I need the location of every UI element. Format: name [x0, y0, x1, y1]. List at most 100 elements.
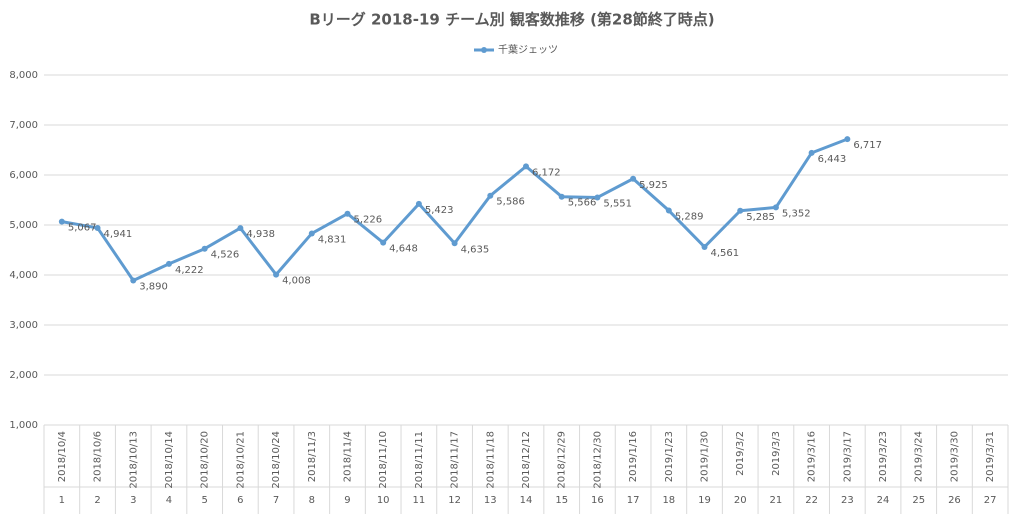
- data-label: 5,566: [568, 198, 597, 209]
- game-number: 22: [805, 495, 818, 506]
- data-label: 5,285: [746, 212, 775, 223]
- data-label: 4,938: [246, 229, 275, 240]
- x-tick-label: 2019/3/24: [914, 431, 925, 482]
- game-number: 19: [698, 495, 711, 506]
- point: [487, 192, 494, 199]
- point: [201, 245, 208, 252]
- data-label: 4,831: [318, 234, 347, 245]
- game-number: 4: [166, 495, 172, 506]
- data-label: 5,067: [68, 223, 97, 234]
- point: [523, 163, 529, 170]
- x-tick-label: 2018/11/3: [307, 431, 318, 482]
- game-number: 13: [484, 495, 497, 506]
- legend-label: 千葉ジェッツ: [498, 43, 558, 56]
- data-label: 5,586: [496, 197, 525, 208]
- data-label: 4,941: [104, 229, 133, 240]
- data-label: 5,423: [425, 205, 454, 216]
- x-tick-label: 2018/12/29: [557, 431, 568, 489]
- x-tick-label: 2018/11/18: [485, 431, 496, 489]
- game-number: 8: [309, 495, 315, 506]
- x-tick-label: 2019/3/17: [842, 431, 853, 482]
- x-tick-label: 2019/3/2: [735, 431, 746, 476]
- y-tick-label: 1,000: [9, 420, 38, 431]
- point: [58, 218, 65, 225]
- x-tick-label: 2018/10/14: [164, 431, 175, 489]
- game-number: 10: [377, 495, 390, 506]
- point: [94, 224, 101, 231]
- point: [344, 210, 351, 217]
- x-tick-label: 2019/3/30: [949, 431, 960, 482]
- point: [558, 193, 565, 200]
- point: [844, 136, 851, 143]
- x-tick-label: 2018/11/11: [414, 431, 425, 489]
- game-number: 3: [130, 495, 136, 506]
- data-label: 5,289: [675, 212, 704, 223]
- x-tick-label: 2018/12/12: [521, 431, 532, 489]
- x-tick-label: 2018/10/20: [200, 431, 211, 489]
- data-label: 4,008: [282, 276, 311, 287]
- game-number: 11: [413, 495, 426, 506]
- data-label: 5,925: [639, 180, 668, 191]
- y-tick-label: 8,000: [9, 70, 38, 81]
- x-tick-label: 2018/10/6: [93, 431, 104, 482]
- point: [165, 260, 172, 267]
- x-tick-label: 2018/11/10: [378, 431, 389, 489]
- point: [772, 204, 779, 211]
- game-number: 17: [627, 495, 640, 506]
- point: [273, 271, 280, 278]
- game-number: 25: [912, 495, 925, 506]
- game-number: 9: [344, 495, 350, 506]
- x-tick-label: 2019/1/23: [664, 431, 675, 482]
- x-tick-label: 2018/11/17: [450, 431, 461, 489]
- game-number: 7: [273, 495, 279, 506]
- x-tick-label: 2018/11/4: [342, 431, 353, 482]
- point: [665, 207, 672, 214]
- legend-marker: [481, 47, 487, 53]
- game-number: 24: [877, 495, 890, 506]
- y-tick-label: 6,000: [9, 170, 38, 181]
- game-number: 26: [948, 495, 961, 506]
- game-number: 27: [984, 495, 997, 506]
- game-number: 1: [59, 495, 65, 506]
- y-tick-label: 4,000: [9, 270, 38, 281]
- data-label: 4,648: [389, 244, 418, 255]
- point: [594, 194, 601, 201]
- point: [415, 200, 422, 207]
- x-tick-label: 2019/3/3: [771, 431, 782, 476]
- data-label: 4,222: [175, 265, 204, 276]
- point: [130, 277, 137, 284]
- game-number: 18: [662, 495, 675, 506]
- x-tick-label: 2019/1/30: [700, 431, 711, 482]
- point: [451, 240, 458, 247]
- game-number: 16: [591, 495, 604, 506]
- point: [237, 225, 244, 232]
- x-tick-label: 2018/10/13: [128, 431, 139, 489]
- data-label: 4,635: [461, 244, 490, 255]
- game-number: 15: [555, 495, 568, 506]
- x-tick-label: 2018/10/24: [271, 431, 282, 489]
- point: [630, 175, 637, 182]
- y-tick-label: 3,000: [9, 320, 38, 331]
- chart-title: Bリーグ 2018-19 チーム別 観客数推移 (第28節終了時点): [309, 11, 714, 29]
- data-label: 4,526: [211, 250, 240, 261]
- series-line: [61, 137, 848, 282]
- x-tick-label: 2019/3/16: [807, 431, 818, 482]
- data-label: 6,717: [853, 140, 882, 151]
- y-tick-label: 5,000: [9, 220, 38, 231]
- game-number: 23: [841, 495, 854, 506]
- data-label: 3,890: [139, 282, 168, 293]
- data-label: 5,551: [603, 198, 632, 209]
- y-tick-label: 2,000: [9, 370, 38, 381]
- data-label: 5,226: [353, 215, 382, 226]
- x-tick-label: 2018/12/30: [592, 431, 603, 489]
- game-number: 12: [448, 495, 461, 506]
- data-label: 6,172: [532, 167, 561, 178]
- game-number: 14: [520, 495, 533, 506]
- point: [737, 207, 744, 214]
- data-label: 6,443: [818, 154, 847, 165]
- game-number: 2: [94, 495, 100, 506]
- point: [380, 239, 387, 246]
- x-tick-label: 2018/10/21: [235, 431, 246, 489]
- point: [808, 149, 815, 156]
- game-number: 5: [201, 495, 207, 506]
